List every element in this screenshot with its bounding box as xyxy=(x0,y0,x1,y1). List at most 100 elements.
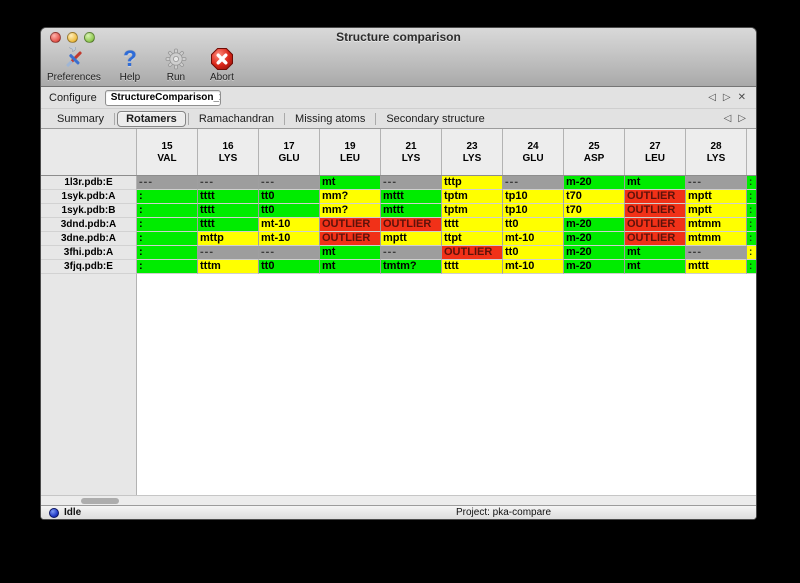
rotamer-cell-overflow[interactable] xyxy=(747,232,756,246)
rotamer-cell[interactable]: mt-10 xyxy=(503,232,564,246)
rotamer-cell[interactable]: tttt xyxy=(198,204,259,218)
rotamer-cell[interactable]: tttt xyxy=(198,190,259,204)
rotamer-cell[interactable]: OUTLIER xyxy=(320,218,381,232)
rotamer-cell[interactable]: OUTLIER xyxy=(625,232,686,246)
rotamer-cell[interactable]: m-20 xyxy=(564,176,625,190)
tab-rotamers[interactable]: Rotamers xyxy=(117,110,186,127)
rotamer-cell[interactable]: mt-10 xyxy=(503,260,564,274)
tab-ramachandran[interactable]: Ramachandran xyxy=(198,112,275,125)
rotamer-cell[interactable]: mtmm xyxy=(686,218,747,232)
rotamer-cell[interactable]: mt xyxy=(625,260,686,274)
rotamer-cell[interactable]: mttp xyxy=(198,232,259,246)
rotamer-cell[interactable]: tttm xyxy=(198,260,259,274)
rotamer-cell-overflow[interactable] xyxy=(747,204,756,218)
row-label[interactable]: 3fhi.pdb:A xyxy=(41,246,137,260)
rotamer-cell[interactable]: --- xyxy=(198,176,259,190)
rotamer-cell[interactable]: OUTLIER xyxy=(625,190,686,204)
abort-button[interactable]: Abort xyxy=(205,46,239,83)
rotamer-cell[interactable]: tt0 xyxy=(503,218,564,232)
rotamer-cell[interactable]: mt xyxy=(625,246,686,260)
row-label[interactable]: 3dnd.pdb:A xyxy=(41,218,137,232)
rotamer-cell[interactable]: --- xyxy=(137,176,198,190)
rotamer-cell[interactable]: tptm xyxy=(442,190,503,204)
tab-secondary-structure[interactable]: Secondary structure xyxy=(386,112,485,125)
titlebar[interactable]: Structure comparison xyxy=(41,28,756,46)
rotamer-cell[interactable]: : xyxy=(137,246,198,260)
run-button[interactable]: Run xyxy=(159,46,193,83)
rotamer-cell[interactable]: mptt xyxy=(381,232,442,246)
rotamer-cell[interactable]: mtmm xyxy=(686,232,747,246)
row-label[interactable]: 1l3r.pdb:E xyxy=(41,176,137,190)
rotamer-cell[interactable]: --- xyxy=(259,246,320,260)
close-config-icon[interactable]: ✕ xyxy=(737,91,746,103)
rotamer-cell[interactable]: mttt xyxy=(381,204,442,218)
rotamer-cell-overflow[interactable] xyxy=(747,176,756,190)
rotamer-cell[interactable]: mt xyxy=(320,176,381,190)
rotamer-cell[interactable]: t70 xyxy=(564,190,625,204)
help-button[interactable]: ? Help xyxy=(113,46,147,84)
rotamer-cell[interactable]: --- xyxy=(686,246,747,260)
rotamer-cell[interactable]: mptt xyxy=(686,190,747,204)
next-config-icon[interactable]: ▷ xyxy=(722,91,731,103)
rotamer-cell[interactable]: t70 xyxy=(564,204,625,218)
rotamer-cell-overflow[interactable] xyxy=(747,260,756,274)
rotamer-cell[interactable]: m-20 xyxy=(564,246,625,260)
rotamer-cell[interactable]: OUTLIER xyxy=(625,204,686,218)
close-window-button[interactable] xyxy=(50,32,61,43)
minimize-window-button[interactable] xyxy=(67,32,78,43)
rotamer-cell[interactable]: tt0 xyxy=(259,204,320,218)
rotamer-cell[interactable]: tt0 xyxy=(259,260,320,274)
rotamer-cell[interactable]: mm? xyxy=(320,190,381,204)
tab-missing-atoms[interactable]: Missing atoms xyxy=(295,112,366,125)
rotamer-cell[interactable]: m-20 xyxy=(564,232,625,246)
rotamer-cell[interactable]: OUTLIER xyxy=(625,218,686,232)
prev-tab-icon[interactable]: ◁ xyxy=(723,112,732,124)
rotamer-cell[interactable]: tt0 xyxy=(259,190,320,204)
preferences-button[interactable]: Preferences xyxy=(47,46,101,83)
rotamer-cell[interactable]: mt xyxy=(625,176,686,190)
rotamer-cell[interactable]: mptt xyxy=(686,204,747,218)
rotamer-cell[interactable]: tttt xyxy=(198,218,259,232)
horizontal-scrollbar[interactable] xyxy=(41,495,756,505)
configuration-name-field[interactable]: StructureComparison_1 xyxy=(104,89,221,106)
rotamer-cell[interactable]: : xyxy=(137,218,198,232)
row-label[interactable]: 3dne.pdb:A xyxy=(41,232,137,246)
tab-summary[interactable]: Summary xyxy=(57,112,105,125)
rotamer-cell[interactable]: mt-10 xyxy=(259,232,320,246)
row-label[interactable]: 1syk.pdb:B xyxy=(41,204,137,218)
rotamer-cell[interactable]: --- xyxy=(381,246,442,260)
rotamer-cell[interactable]: : xyxy=(137,204,198,218)
rotamer-cell[interactable]: tmtm? xyxy=(381,260,442,274)
rotamer-cell[interactable]: tp10 xyxy=(503,190,564,204)
rotamer-cell[interactable]: : xyxy=(137,232,198,246)
rotamer-cell[interactable]: --- xyxy=(503,176,564,190)
rotamer-cell-overflow[interactable] xyxy=(747,190,756,204)
rotamer-cell[interactable]: tttt xyxy=(442,218,503,232)
prev-config-icon[interactable]: ◁ xyxy=(708,91,716,103)
rotamer-cell[interactable]: tt0 xyxy=(503,246,564,260)
rotamer-cell[interactable]: tp10 xyxy=(503,204,564,218)
rotamer-cell[interactable]: mttt xyxy=(686,260,747,274)
rotamer-cell[interactable]: m-20 xyxy=(564,260,625,274)
rotamer-cell[interactable]: --- xyxy=(381,176,442,190)
rotamer-cell[interactable]: m-20 xyxy=(564,218,625,232)
rotamer-cell[interactable]: ttpt xyxy=(442,232,503,246)
horizontal-scrollbar-thumb[interactable] xyxy=(81,498,119,504)
rotamer-cell[interactable]: : xyxy=(137,260,198,274)
rotamer-cell-overflow[interactable] xyxy=(747,246,756,260)
rotamer-cell[interactable]: mt-10 xyxy=(259,218,320,232)
rotamer-cell[interactable]: tttp xyxy=(442,176,503,190)
rotamer-cell[interactable]: OUTLIER xyxy=(320,232,381,246)
next-tab-icon[interactable]: ▷ xyxy=(738,112,746,124)
row-label[interactable]: 3fjq.pdb:E xyxy=(41,260,137,274)
rotamer-cell[interactable]: mt xyxy=(320,260,381,274)
rotamer-cell[interactable]: mm? xyxy=(320,204,381,218)
rotamer-cell[interactable]: mttt xyxy=(381,190,442,204)
rotamer-cell-overflow[interactable] xyxy=(747,218,756,232)
rotamer-cell[interactable]: mt xyxy=(320,246,381,260)
rotamer-cell[interactable]: OUTLIER xyxy=(442,246,503,260)
rotamer-cell[interactable]: : xyxy=(137,190,198,204)
rotamer-cell[interactable]: tttt xyxy=(442,260,503,274)
rotamer-cell[interactable]: --- xyxy=(198,246,259,260)
zoom-window-button[interactable] xyxy=(84,32,95,43)
